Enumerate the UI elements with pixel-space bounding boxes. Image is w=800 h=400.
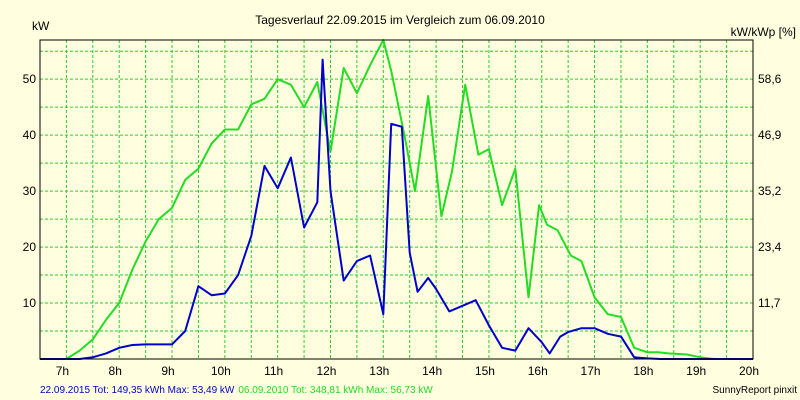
plot-frame <box>39 39 754 360</box>
x-tick-label: 13h <box>369 364 389 378</box>
x-tick-label: 20h <box>739 364 759 378</box>
x-tick-label: 18h <box>633 364 653 378</box>
y-left-tick-label: 30 <box>23 184 37 198</box>
x-tick-label: 11h <box>264 364 283 378</box>
grid <box>40 40 753 359</box>
footer-summaries: 22.09.2015 Tot: 149,35 kWh Max: 53,49 kW… <box>40 385 433 396</box>
x-tick-label: 19h <box>686 364 706 378</box>
y-right-tick-label: 23,4 <box>758 240 782 254</box>
y-left-tick-label: 10 <box>23 296 37 310</box>
x-tick-label: 8h <box>109 364 122 378</box>
series-lines <box>40 39 753 360</box>
footer-series-2010-summary: 06.09.2010 Tot: 348,81 kWh Max: 56,73 kW <box>238 385 433 396</box>
y-right-unit: kW/kWp [%] <box>731 25 796 39</box>
footer-series-2015-summary: 22.09.2015 Tot: 149,35 kWh Max: 53,49 kW <box>40 385 235 396</box>
series-line-2010 <box>40 39 753 360</box>
footer-credit: SunnyReport pinxit <box>713 385 798 396</box>
chart-title: Tagesverlauf 22.09.2015 im Vergleich zum… <box>255 13 545 27</box>
y-right-tick-label: 11,7 <box>758 296 781 310</box>
tick-labels: 7h 8h 9h 10h 11h 12h 13h 14h 15h 16h 17h 18h 19h 20h 1… <box>23 72 782 378</box>
x-tick-label: 14h <box>422 364 442 378</box>
x-tick-label: 15h <box>475 364 495 378</box>
series-line-2015 <box>40 58 753 360</box>
x-tick-label: 9h <box>161 364 174 378</box>
y-left-unit: kW <box>32 19 50 33</box>
x-tick-label: 10h <box>211 364 231 378</box>
x-tick-label: 7h <box>56 364 69 378</box>
x-tick-label: 16h <box>528 364 548 378</box>
x-tick-label: 17h <box>581 364 601 378</box>
y-left-tick-label: 40 <box>23 128 37 142</box>
y-left-tick-label: 20 <box>23 240 37 254</box>
y-right-tick-label: 35,2 <box>758 184 782 198</box>
x-tick-label: 12h <box>316 364 336 378</box>
y-right-tick-label: 58,6 <box>758 72 782 86</box>
y-right-tick-label: 46,9 <box>758 128 782 142</box>
y-left-tick-label: 50 <box>23 72 37 86</box>
